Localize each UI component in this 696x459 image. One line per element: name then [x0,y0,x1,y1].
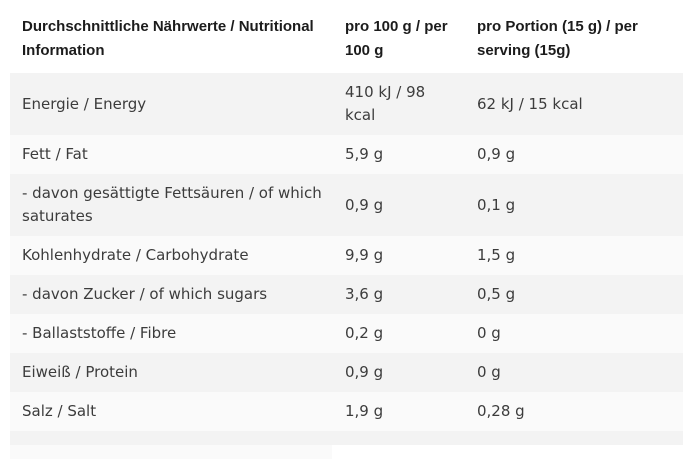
nutrient-label-cell: Kohlenhydrate / Carbohydrate [22,246,249,264]
empty-row-cell [10,431,683,445]
per-100g-value-cell: 0,2 g [345,324,384,342]
nutrient-label-cell: Eiweiß / Protein [22,363,138,381]
table-row-saturates: - davon gesättigte Fettsäuren / of which… [10,174,683,236]
per-serving-value-cell: 0,28 g [477,402,525,420]
per-serving-value-cell: 0,9 g [477,145,516,163]
column-header-nutrient: Durchschnittliche Nährwerte / Nutritiona… [10,10,332,73]
table-row-carbohydrate: Kohlenhydrate / Carbohydrate 9,9 g 1,5 g [10,236,683,275]
per-serving-value-cell: 0 g [477,324,501,342]
table-row-fibre: - Ballaststoffe / Fibre 0,2 g 0 g [10,314,683,353]
per-serving-value-cell: 0 g [477,363,501,381]
column-header-per-serving: pro Portion (15 g) / per serving (15g) [464,10,683,73]
table-row-protein: Eiweiß / Protein 0,9 g 0 g [10,353,683,392]
per-100g-value-cell: 0,9 g [345,363,384,381]
table-header-row: Durchschnittliche Nährwerte / Nutritiona… [10,10,683,73]
nutrient-label-cell: - davon gesättigte Fettsäuren / of which… [22,184,322,225]
table-row-salt: Salz / Salt 1,9 g 0,28 g [10,392,683,431]
per-serving-value-cell: 0,5 g [477,285,516,303]
per-serving-value-cell: 1,5 g [477,246,516,264]
table-row-fat: Fett / Fat 5,9 g 0,9 g [10,135,683,174]
per-100g-value-cell: 1,9 g [345,402,384,420]
nutrient-label-cell: - davon Zucker / of which sugars [22,285,268,303]
per-100g-value-cell: 410 kJ / 98 kcal [345,83,426,124]
nutrient-label-cell: Salz / Salt [22,402,97,420]
cutoff-next-row-fragment [10,445,332,459]
per-100g-value-cell: 5,9 g [345,145,384,163]
empty-table-row [10,431,683,445]
nutrient-label-cell: Energie / Energy [22,94,147,113]
table-row-energy: Energie / Energy 410 kJ / 98 kcal 62 kJ … [10,73,683,135]
per-100g-value-cell: 0,9 g [345,195,384,214]
column-header-per-100g: pro 100 g / per 100 g [332,10,464,73]
per-100g-value-cell: 9,9 g [345,246,384,264]
table-row-sugars: - davon Zucker / of which sugars 3,6 g 0… [10,275,683,314]
nutrition-table: Durchschnittliche Nährwerte / Nutritiona… [10,10,683,445]
per-100g-value-cell: 3,6 g [345,285,384,303]
per-serving-value-cell: 0,1 g [477,195,516,214]
nutrient-label-cell: Fett / Fat [22,145,88,163]
nutrient-label-cell: - Ballaststoffe / Fibre [22,324,177,342]
per-serving-value-cell: 62 kJ / 15 kcal [477,94,583,113]
